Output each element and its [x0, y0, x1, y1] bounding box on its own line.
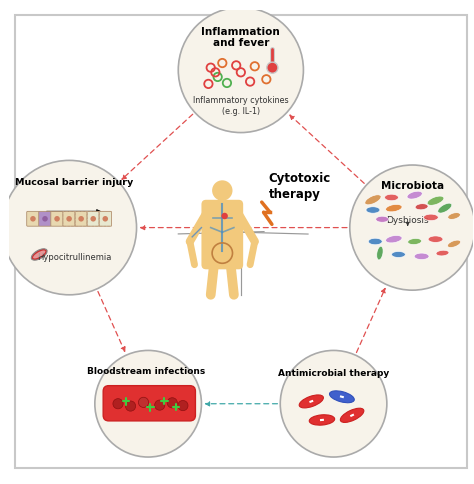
- Ellipse shape: [368, 239, 382, 245]
- Circle shape: [113, 399, 123, 409]
- Circle shape: [178, 401, 188, 411]
- Circle shape: [91, 216, 96, 222]
- Ellipse shape: [366, 207, 380, 214]
- Ellipse shape: [428, 237, 443, 243]
- Ellipse shape: [340, 408, 364, 423]
- Ellipse shape: [408, 239, 421, 245]
- FancyBboxPatch shape: [103, 386, 195, 421]
- Circle shape: [126, 401, 136, 411]
- Circle shape: [267, 63, 278, 74]
- Ellipse shape: [385, 205, 402, 212]
- Circle shape: [350, 166, 474, 290]
- Text: Mucosal barrier injury: Mucosal barrier injury: [15, 177, 133, 186]
- Ellipse shape: [377, 247, 383, 260]
- Text: Cytotoxic
therapy: Cytotoxic therapy: [269, 172, 331, 201]
- FancyBboxPatch shape: [99, 212, 111, 227]
- FancyBboxPatch shape: [15, 16, 467, 468]
- Text: Inflammatory cytokines
(e.g. IL-1): Inflammatory cytokines (e.g. IL-1): [193, 95, 289, 116]
- Circle shape: [178, 8, 303, 133]
- Ellipse shape: [436, 251, 449, 257]
- Ellipse shape: [414, 254, 429, 260]
- Ellipse shape: [415, 204, 428, 211]
- FancyBboxPatch shape: [63, 212, 75, 227]
- Text: Dysbiosis: Dysbiosis: [386, 215, 429, 224]
- Text: Hypocitrullinemia: Hypocitrullinemia: [37, 252, 111, 261]
- Circle shape: [102, 216, 108, 222]
- Ellipse shape: [309, 415, 335, 425]
- Ellipse shape: [384, 195, 399, 201]
- Circle shape: [95, 351, 201, 457]
- Circle shape: [155, 400, 165, 410]
- Circle shape: [212, 181, 233, 201]
- Ellipse shape: [33, 251, 46, 259]
- Ellipse shape: [385, 236, 402, 243]
- Ellipse shape: [438, 204, 452, 213]
- Ellipse shape: [329, 391, 354, 403]
- Circle shape: [78, 216, 84, 222]
- Circle shape: [2, 161, 137, 295]
- FancyBboxPatch shape: [201, 200, 243, 270]
- Circle shape: [280, 351, 387, 457]
- FancyBboxPatch shape: [87, 212, 100, 227]
- Ellipse shape: [427, 197, 444, 206]
- Circle shape: [42, 216, 48, 222]
- FancyBboxPatch shape: [75, 212, 87, 227]
- Circle shape: [167, 398, 177, 408]
- FancyBboxPatch shape: [51, 212, 64, 227]
- Ellipse shape: [365, 196, 381, 205]
- Ellipse shape: [31, 249, 47, 261]
- Text: Inflammation
and fever: Inflammation and fever: [201, 27, 280, 48]
- Text: Antimicrobial therapy: Antimicrobial therapy: [278, 368, 389, 377]
- Ellipse shape: [447, 241, 461, 248]
- FancyBboxPatch shape: [27, 212, 39, 227]
- Text: Bloodstream infections: Bloodstream infections: [87, 366, 205, 375]
- FancyBboxPatch shape: [39, 212, 51, 227]
- Text: Microbiota: Microbiota: [381, 181, 444, 191]
- Ellipse shape: [407, 192, 422, 200]
- Ellipse shape: [299, 395, 323, 408]
- Ellipse shape: [392, 252, 405, 258]
- Circle shape: [30, 216, 36, 222]
- Ellipse shape: [448, 213, 460, 220]
- Circle shape: [138, 397, 149, 408]
- Circle shape: [55, 216, 60, 222]
- Ellipse shape: [376, 217, 389, 223]
- Ellipse shape: [423, 215, 438, 221]
- FancyBboxPatch shape: [218, 194, 227, 205]
- Circle shape: [66, 216, 72, 222]
- Circle shape: [221, 213, 228, 220]
